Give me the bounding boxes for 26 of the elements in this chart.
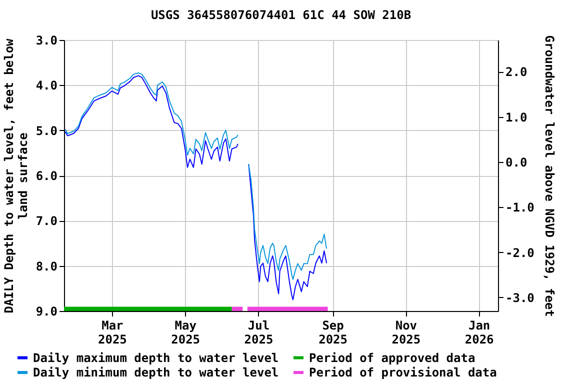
y-tick-label: 3.0 — [36, 34, 58, 48]
x-tick-label: Mar 2025 — [98, 318, 127, 346]
x-tick-label: Jan 2026 — [464, 318, 494, 346]
y-tick-label: 5.0 — [36, 124, 58, 138]
y2-tick-label: -3.0 — [506, 290, 534, 305]
y2-tick-label: 0.0 — [506, 155, 528, 170]
y2-tick-label: -1.0 — [506, 200, 534, 215]
x-tick-label: Jul 2025 — [244, 318, 274, 346]
x-tick-label: Nov 2025 — [392, 318, 421, 346]
x-tick-label: Sep 2025 — [318, 318, 348, 346]
chart-title: USGS 364558076074401 61C 44 SOW 210B — [150, 8, 412, 22]
y2-tick-label: 1.0 — [506, 110, 528, 124]
y-tick-label: 9.0 — [36, 304, 58, 318]
y2-tick-label: 2.0 — [506, 65, 528, 80]
legend-label: Daily minimum depth to water level — [33, 366, 279, 380]
x-tick-label: May 2025 — [171, 318, 200, 346]
y-tick-label: 7.0 — [36, 214, 58, 228]
legend-label: Daily maximum depth to water level — [33, 350, 279, 365]
y-tick-label: 6.0 — [36, 169, 58, 183]
y-axis-title: DAILY Depth to water level, feet below land surface — [2, 38, 30, 314]
legend-label: Period of approved data — [309, 350, 476, 365]
y2-axis-title: Groundwater level above NGVD 1929, feet — [542, 35, 556, 317]
legend-label: Period of provisional data — [309, 366, 497, 380]
y2-tick-label: -2.0 — [506, 246, 534, 260]
y-tick-label: 8.0 — [36, 259, 58, 274]
y-tick-label: 4.0 — [36, 78, 58, 93]
